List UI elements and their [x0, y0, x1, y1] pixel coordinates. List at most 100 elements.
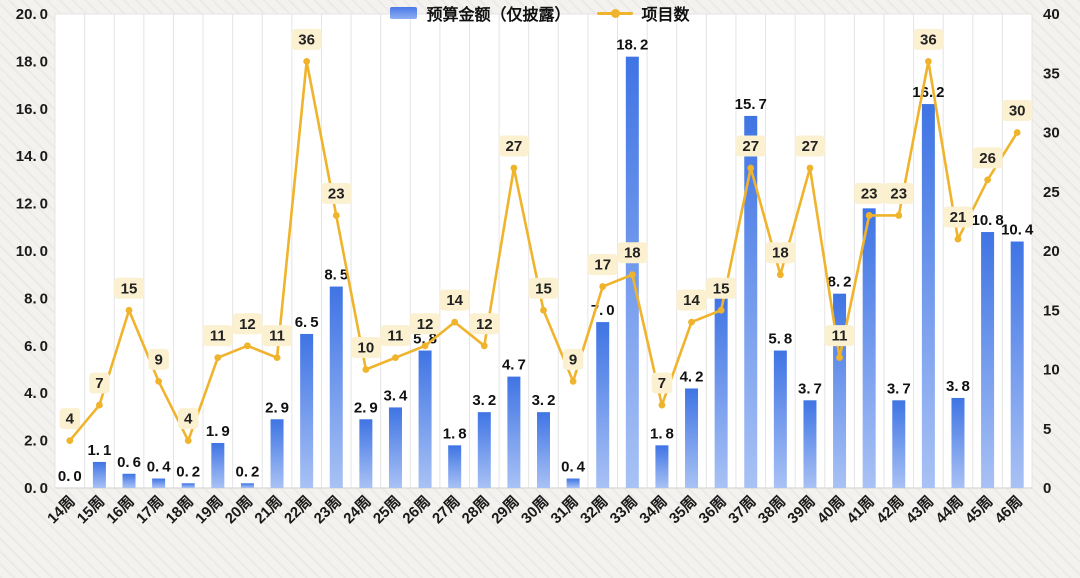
svg-text:10. 8: 10. 8: [971, 212, 1003, 229]
svg-text:20: 20: [1043, 243, 1060, 260]
svg-text:23周: 23周: [311, 493, 345, 527]
svg-text:38周: 38周: [755, 493, 789, 527]
svg-text:24周: 24周: [340, 493, 374, 527]
svg-text:12: 12: [476, 316, 493, 333]
svg-text:0. 2: 0. 2: [176, 463, 200, 480]
svg-text:14: 14: [446, 292, 463, 309]
bar-series-swatch: [390, 7, 418, 19]
svg-text:21周: 21周: [251, 493, 285, 527]
svg-text:11: 11: [388, 328, 404, 345]
svg-text:27: 27: [742, 138, 759, 155]
svg-text:5. 8: 5. 8: [413, 331, 437, 348]
svg-text:4. 2: 4. 2: [680, 368, 704, 385]
svg-text:11: 11: [210, 328, 226, 345]
svg-text:7: 7: [658, 375, 666, 392]
svg-text:3. 7: 3. 7: [887, 380, 911, 397]
svg-text:25周: 25周: [370, 493, 404, 527]
line-series-swatch: [596, 8, 633, 18]
svg-text:15: 15: [1043, 302, 1060, 319]
svg-text:40: 40: [1043, 6, 1060, 23]
svg-text:9: 9: [154, 351, 162, 368]
svg-text:11: 11: [269, 328, 285, 345]
svg-text:17: 17: [594, 257, 611, 274]
svg-text:4: 4: [66, 411, 75, 428]
svg-text:0. 2: 0. 2: [236, 463, 260, 480]
svg-text:27周: 27周: [429, 493, 463, 527]
svg-text:2. 0: 2. 0: [24, 433, 48, 450]
svg-text:4. 0: 4. 0: [24, 385, 48, 402]
svg-text:22周: 22周: [281, 493, 315, 527]
x-axis-labels: 14周15周16周17周18周19周20周21周22周23周24周25周26周2…: [44, 493, 1026, 527]
svg-text:6. 0: 6. 0: [24, 338, 48, 355]
svg-text:18: 18: [772, 245, 789, 262]
legend: 预算金额（仅披露） 项目数: [0, 0, 1080, 26]
svg-text:15: 15: [713, 280, 730, 297]
svg-text:26周: 26周: [399, 493, 433, 527]
svg-text:40周: 40周: [814, 493, 848, 527]
svg-text:27: 27: [802, 138, 819, 155]
svg-text:1. 8: 1. 8: [650, 425, 674, 442]
svg-text:30: 30: [1043, 125, 1060, 142]
line-series: [66, 58, 1021, 444]
svg-text:5. 8: 5. 8: [768, 331, 792, 348]
svg-text:35周: 35周: [666, 493, 700, 527]
svg-text:14: 14: [683, 292, 700, 309]
svg-text:15. 7: 15. 7: [735, 96, 767, 113]
svg-text:6. 5: 6. 5: [295, 314, 319, 331]
svg-text:0. 0: 0. 0: [24, 480, 48, 497]
svg-text:5: 5: [1043, 421, 1051, 438]
svg-text:30周: 30周: [518, 493, 552, 527]
svg-text:30: 30: [1009, 103, 1026, 120]
svg-text:44周: 44周: [932, 493, 966, 527]
svg-text:3. 7: 3. 7: [798, 380, 822, 397]
legend-label-budget: 预算金额（仅披露）: [426, 7, 571, 24]
svg-text:3. 2: 3. 2: [532, 392, 556, 409]
svg-text:25: 25: [1043, 184, 1060, 201]
svg-text:17周: 17周: [133, 493, 167, 527]
svg-text:0: 0: [1043, 480, 1051, 497]
svg-text:29周: 29周: [488, 493, 522, 527]
svg-text:36: 36: [920, 31, 937, 48]
svg-text:18. 0: 18. 0: [16, 53, 48, 70]
svg-text:28周: 28周: [459, 493, 493, 527]
legend-item-budget[interactable]: 预算金额（仅披露）: [390, 1, 571, 25]
svg-text:20. 0: 20. 0: [16, 6, 48, 23]
svg-text:12: 12: [239, 316, 256, 333]
svg-text:32周: 32周: [577, 493, 611, 527]
svg-text:26: 26: [979, 150, 996, 167]
svg-text:41周: 41周: [844, 493, 878, 527]
svg-text:12. 0: 12. 0: [16, 196, 48, 213]
svg-text:16周: 16周: [103, 493, 137, 527]
svg-text:10. 0: 10. 0: [16, 243, 48, 260]
svg-text:20周: 20周: [222, 493, 256, 527]
svg-text:31周: 31周: [548, 493, 582, 527]
legend-item-projects[interactable]: 项目数: [596, 1, 690, 25]
line-value-badges: 4 7 15 9 4 11 12 11 36 23 10 11 12 14 12 27 15 9 17 18 7 14 15…: [59, 28, 1033, 430]
svg-text:27: 27: [506, 138, 523, 155]
svg-text:23: 23: [890, 185, 907, 202]
svg-text:10. 4: 10. 4: [1001, 222, 1034, 239]
svg-text:19周: 19周: [192, 493, 226, 527]
svg-text:15: 15: [121, 280, 138, 297]
svg-text:16. 2: 16. 2: [912, 84, 944, 101]
svg-text:1. 8: 1. 8: [443, 425, 467, 442]
svg-text:10: 10: [358, 340, 375, 357]
svg-text:14. 0: 14. 0: [16, 148, 48, 165]
svg-text:0. 4: 0. 4: [147, 459, 172, 476]
svg-text:4. 7: 4. 7: [502, 357, 526, 374]
svg-text:18. 2: 18. 2: [616, 37, 648, 54]
bar-series: [92, 56, 1024, 488]
svg-text:8. 5: 8. 5: [324, 267, 348, 284]
svg-text:15: 15: [535, 280, 552, 297]
svg-text:16. 0: 16. 0: [16, 101, 48, 118]
svg-text:45周: 45周: [962, 493, 996, 527]
svg-text:35: 35: [1043, 65, 1060, 82]
svg-text:33周: 33周: [607, 493, 641, 527]
left-axis-labels: 0. 0 2. 0 4. 0 6. 0 8. 0 10. 0 12. 0 14. 0 16. 0…: [16, 6, 48, 497]
svg-text:23: 23: [861, 185, 878, 202]
svg-text:18: 18: [624, 245, 641, 262]
svg-text:4: 4: [184, 411, 193, 428]
svg-text:46周: 46周: [992, 493, 1026, 527]
